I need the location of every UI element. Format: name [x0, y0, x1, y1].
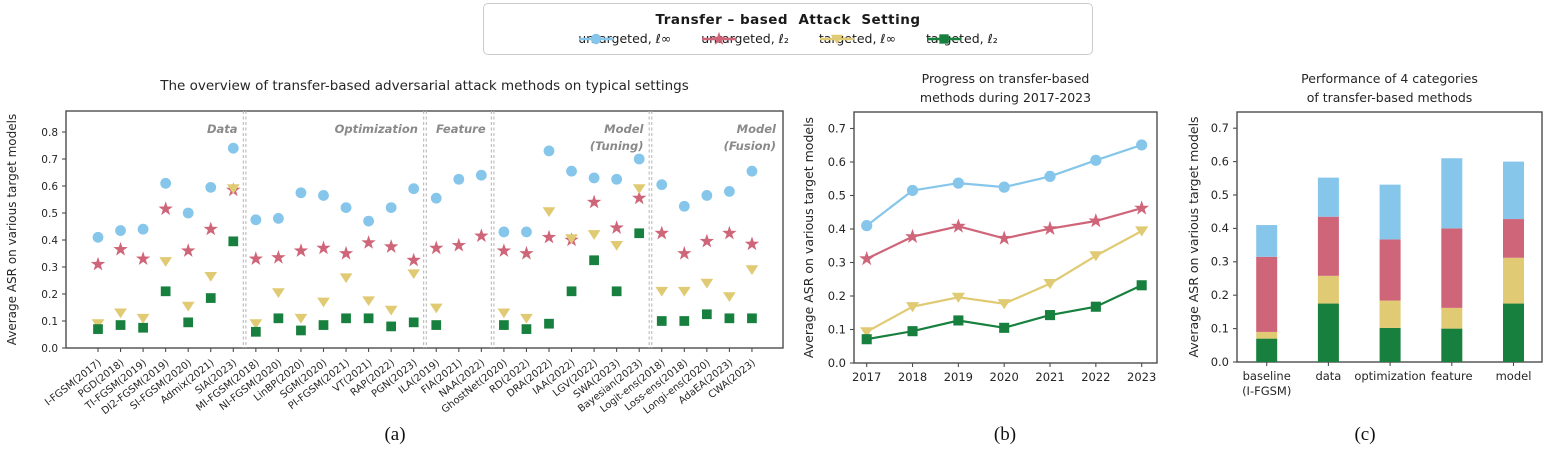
chart-categories-stacked-bar: Performance of 4 categories of transfer-b…	[1186, 71, 1543, 398]
caption-b: (b)	[993, 424, 1017, 445]
svg-text:0.2: 0.2	[828, 289, 846, 303]
svg-text:optimization: optimization	[1354, 369, 1426, 383]
svg-text:Progress on transfer-based: Progress on transfer-based	[922, 71, 1090, 86]
svg-text:Optimization: Optimization	[335, 122, 418, 136]
svg-text:(I-FGSM): (I-FGSM)	[1242, 384, 1291, 398]
svg-text:0.7: 0.7	[1211, 121, 1229, 135]
svg-text:(Tuning): (Tuning)	[590, 139, 644, 153]
svg-text:methods during 2017-2023: methods during 2017-2023	[920, 90, 1091, 105]
chart-progress-line: Progress on transfer-based methods during…	[801, 71, 1158, 384]
svg-text:Average ASR on various target: Average ASR on various target models	[1186, 116, 1201, 357]
star-legend-icon	[702, 31, 737, 45]
svg-text:Model: Model	[737, 122, 777, 136]
legend-entry-1: untargeted, ℓ₂	[701, 31, 789, 46]
legend-entry-0: untargeted, ℓ∞	[578, 31, 671, 46]
svg-text:model: model	[1496, 369, 1532, 383]
legend-entries: untargeted, ℓ∞ untargeted, ℓ₂ targeted, ℓ∞…	[578, 31, 998, 46]
legend-box: Transfer – based Attack Setting untarget…	[483, 3, 1093, 55]
svg-text:2021: 2021	[1035, 370, 1064, 384]
svg-text:2020: 2020	[990, 370, 1019, 384]
svg-text:Data: Data	[207, 122, 238, 136]
svg-text:0.4: 0.4	[41, 235, 58, 247]
svg-text:0.0: 0.0	[828, 356, 846, 370]
svg-text:0.1: 0.1	[828, 322, 846, 336]
chart-overview-scatter: The overview of transfer-based adversari…	[5, 78, 784, 417]
circle-legend-icon	[579, 33, 614, 44]
svg-text:2022: 2022	[1081, 370, 1110, 384]
svg-text:2019: 2019	[944, 370, 973, 384]
legend-title: Transfer – based Attack Setting	[655, 12, 921, 28]
svg-text:0.3: 0.3	[41, 262, 58, 274]
svg-text:0.4: 0.4	[828, 222, 846, 236]
svg-text:0.6: 0.6	[41, 181, 58, 193]
svg-text:0.7: 0.7	[41, 154, 58, 166]
svg-text:0.5: 0.5	[41, 208, 58, 220]
svg-text:0.0: 0.0	[41, 343, 58, 355]
svg-text:0.7: 0.7	[828, 121, 846, 135]
legend-entry-3: targeted, ℓ₂	[926, 31, 998, 46]
svg-text:baseline: baseline	[1243, 369, 1291, 383]
svg-text:0.1: 0.1	[1211, 321, 1229, 335]
svg-text:0.4: 0.4	[1211, 221, 1229, 235]
svg-text:The overview of transfer-based: The overview of transfer-based adversari…	[159, 78, 689, 94]
svg-text:Performance of 4 categories: Performance of 4 categories	[1301, 71, 1478, 86]
svg-text:0.6: 0.6	[1211, 154, 1229, 168]
svg-text:0.3: 0.3	[1211, 255, 1229, 269]
svg-text:0.1: 0.1	[41, 316, 58, 328]
caption-a: (a)	[384, 424, 406, 445]
square-legend-icon	[927, 33, 961, 44]
svg-text:Average ASR on various target: Average ASR on various target models	[5, 114, 19, 346]
svg-text:2017: 2017	[852, 370, 881, 384]
svg-text:0.5: 0.5	[1211, 188, 1229, 202]
svg-text:0.2: 0.2	[41, 289, 58, 301]
triangle-down-legend-icon	[819, 34, 854, 44]
legend-entry-2: targeted, ℓ∞	[819, 31, 896, 46]
svg-text:0.0: 0.0	[1211, 355, 1229, 369]
svg-text:Model: Model	[604, 122, 644, 136]
caption-c: (c)	[1354, 424, 1376, 445]
svg-text:2023: 2023	[1127, 370, 1156, 384]
svg-text:0.2: 0.2	[1211, 288, 1229, 302]
svg-text:2018: 2018	[898, 370, 927, 384]
svg-text:0.5: 0.5	[828, 188, 846, 202]
svg-text:of transfer-based methods: of transfer-based methods	[1307, 90, 1473, 105]
svg-text:Average ASR on various target: Average ASR on various target models	[801, 117, 816, 358]
svg-text:feature: feature	[1431, 369, 1473, 383]
svg-text:(Fusion): (Fusion)	[724, 139, 776, 153]
svg-text:0.3: 0.3	[828, 255, 846, 269]
svg-text:Feature: Feature	[436, 122, 486, 136]
svg-text:0.6: 0.6	[828, 155, 846, 169]
svg-text:0.8: 0.8	[41, 127, 58, 139]
svg-text:data: data	[1315, 369, 1341, 383]
